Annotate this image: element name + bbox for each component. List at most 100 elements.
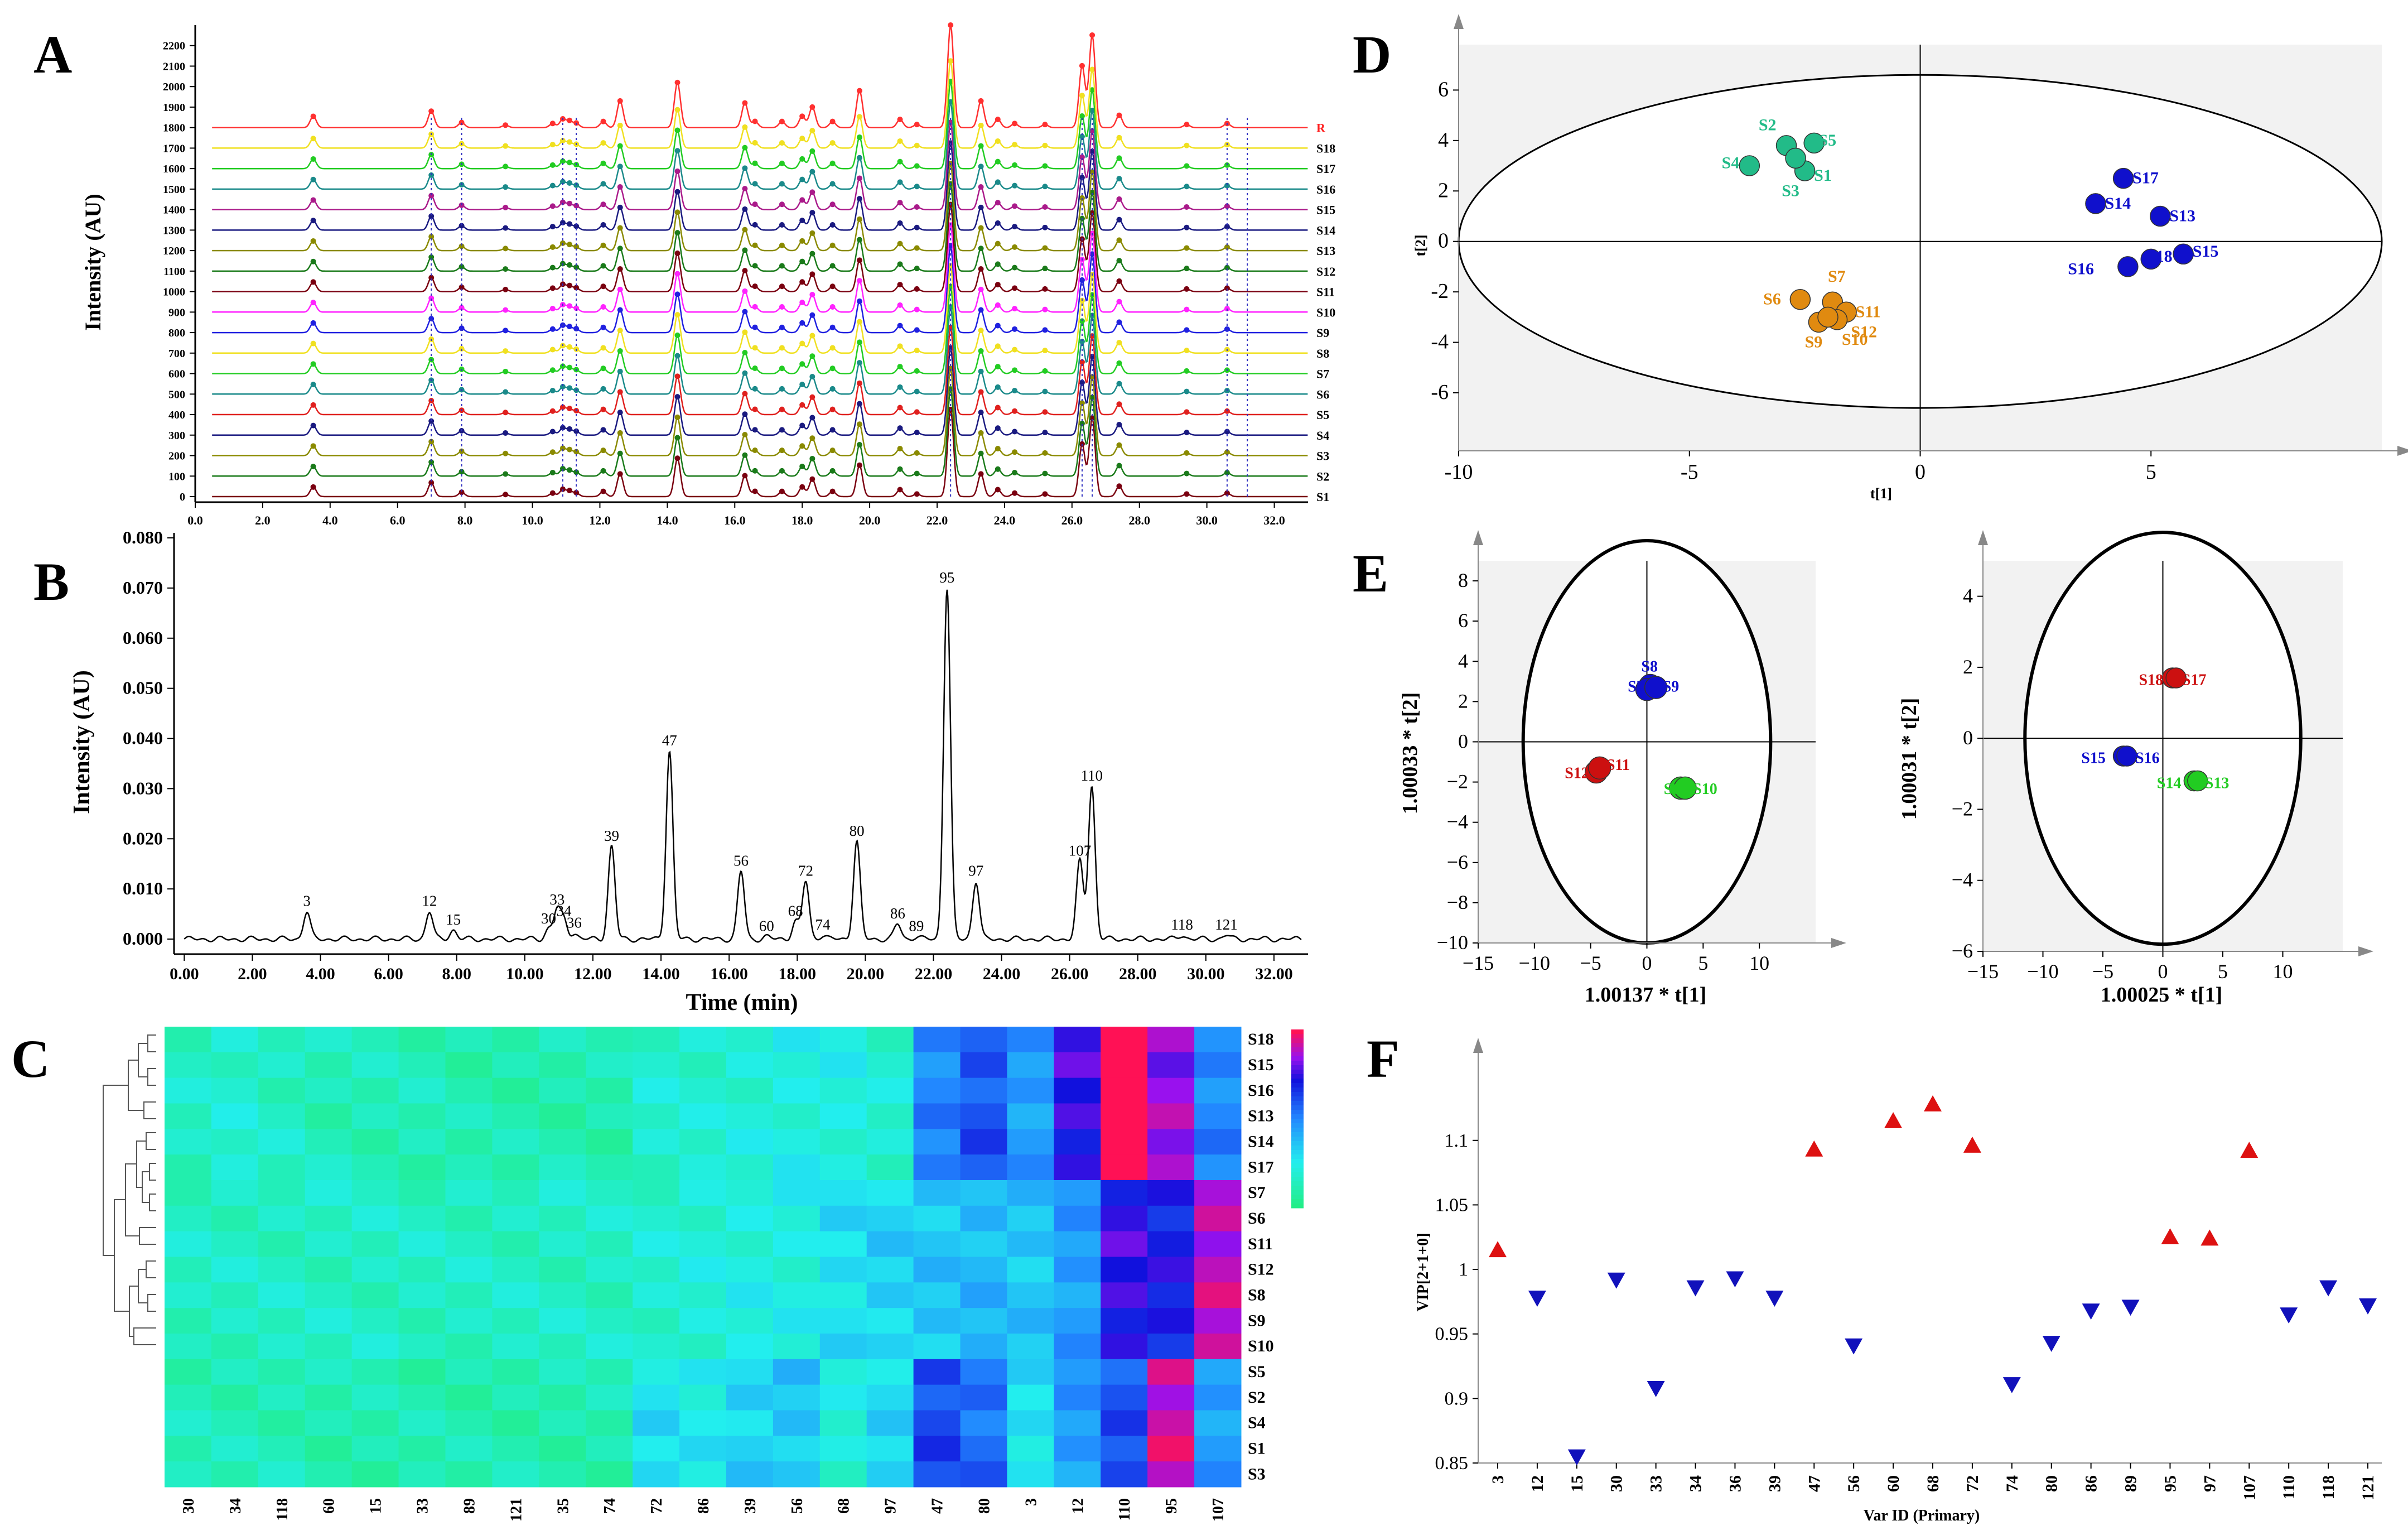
peak-marker <box>1184 470 1190 477</box>
trace-label-s13: S13 <box>1316 244 1335 258</box>
peak-marker <box>914 142 920 148</box>
peak-marker <box>995 323 1001 329</box>
colorbar-segment <box>1291 1034 1304 1039</box>
peak-marker <box>1116 196 1122 202</box>
peak-marker <box>310 156 316 162</box>
heatmap-cell <box>539 1359 586 1385</box>
peak-marker <box>1116 422 1122 428</box>
peak-marker <box>742 186 748 192</box>
peak-marker <box>1042 409 1048 415</box>
heatmap-cell <box>1101 1052 1148 1079</box>
peak-marker <box>1184 142 1190 148</box>
peak-marker <box>1042 163 1048 169</box>
heatmap-cell <box>1101 1180 1148 1206</box>
x-tick-label: 5 <box>2146 460 2156 484</box>
x-tick-label: 20.00 <box>847 965 885 983</box>
heatmap-cell <box>1054 1205 1101 1232</box>
x-tick-label: 56 <box>1845 1475 1863 1492</box>
heatmap-row-label: S4 <box>1248 1414 1266 1432</box>
colorbar-segment <box>1291 1114 1304 1119</box>
peak-marker <box>1089 87 1096 93</box>
heatmap-cell <box>1147 1052 1195 1079</box>
trace-s10 <box>212 224 1308 313</box>
trace-label-s18: S18 <box>1316 141 1335 155</box>
peak-marker <box>310 484 316 490</box>
peak-label-74: 74 <box>815 916 831 933</box>
x-tick-label: 24.00 <box>983 965 1021 983</box>
peak-marker <box>809 353 815 359</box>
peak-marker <box>1184 224 1190 230</box>
peak-marker <box>1184 204 1190 210</box>
peak-label-12: 12 <box>422 893 437 909</box>
peak-marker <box>742 350 748 356</box>
peak-marker <box>1089 66 1096 73</box>
point-label: S9 <box>1663 678 1680 695</box>
peak-marker <box>1012 182 1018 189</box>
x-tick-label: 22.00 <box>915 965 953 983</box>
vip-marker-up <box>2240 1142 2259 1158</box>
peak-marker <box>809 312 815 318</box>
peak-marker <box>310 176 316 182</box>
vip-marker-down <box>2002 1377 2021 1393</box>
peak-marker <box>829 488 836 494</box>
peak-marker <box>742 268 748 274</box>
heatmap-row-label: S9 <box>1248 1311 1266 1330</box>
score-point-s13 <box>2150 205 2171 227</box>
peak-marker <box>674 189 681 195</box>
trace-label-s8: S8 <box>1316 346 1329 360</box>
heatmap-col-label: 3 <box>1022 1498 1040 1506</box>
y-axis-label: 1.00033 * t[2] <box>1398 692 1422 814</box>
heatmap-cell <box>726 1205 774 1232</box>
colorbar-segment <box>1291 1052 1304 1057</box>
x-tick-label: 24.0 <box>994 513 1016 527</box>
y-tick-label: 0.080 <box>123 527 163 547</box>
heatmap-cell <box>773 1231 821 1257</box>
peak-marker <box>1012 306 1018 312</box>
peak-marker <box>503 204 509 210</box>
heatmap-cell <box>445 1359 493 1385</box>
trace-s9 <box>212 245 1308 334</box>
peak-marker <box>799 176 805 182</box>
peak-marker <box>799 443 805 449</box>
heatmap-cell <box>492 1052 539 1079</box>
peak-marker <box>948 99 954 105</box>
heatmap-cell <box>445 1180 493 1206</box>
heatmap-cell <box>586 1461 633 1488</box>
peak-marker <box>559 404 566 410</box>
colorbar-segment <box>1291 1128 1304 1133</box>
colorbar-segment <box>1291 1096 1304 1101</box>
peak-marker <box>617 122 623 128</box>
trace-s5 <box>212 327 1308 416</box>
y-tick-label: -2 <box>1431 280 1449 303</box>
heatmap-cell <box>679 1282 727 1308</box>
heatmap-cell <box>1101 1231 1148 1257</box>
dendrogram-branch <box>149 1194 156 1211</box>
peak-marker <box>1079 379 1085 386</box>
peak-marker <box>503 184 509 190</box>
heatmap-cell <box>866 1052 914 1079</box>
peak-marker <box>1079 421 1085 427</box>
x-axis-arrow <box>2358 946 2373 956</box>
peak-marker <box>1116 463 1122 469</box>
heatmap-cell <box>539 1384 586 1411</box>
peak-marker <box>617 143 623 149</box>
heatmap-cell <box>913 1308 961 1334</box>
peak-marker <box>799 156 805 162</box>
heatmap-cell <box>773 1461 821 1488</box>
peak-marker <box>1224 449 1230 455</box>
peak-marker <box>549 408 556 414</box>
peak-marker <box>856 380 862 386</box>
heatmap-cell <box>492 1180 539 1206</box>
heatmap-cell <box>351 1027 399 1053</box>
trace-s17 <box>212 81 1308 170</box>
heatmap-cell <box>1101 1334 1148 1360</box>
x-tick-label: 32.0 <box>1263 513 1285 527</box>
peak-marker <box>428 234 435 240</box>
heatmap-cell <box>960 1461 1007 1488</box>
heatmap-cell <box>1147 1359 1195 1385</box>
heatmap-cell <box>1194 1334 1242 1360</box>
vip-marker-down <box>1528 1291 1546 1307</box>
peak-marker <box>752 160 758 166</box>
heatmap-cell <box>539 1436 586 1462</box>
peak-label-47: 47 <box>662 732 677 749</box>
